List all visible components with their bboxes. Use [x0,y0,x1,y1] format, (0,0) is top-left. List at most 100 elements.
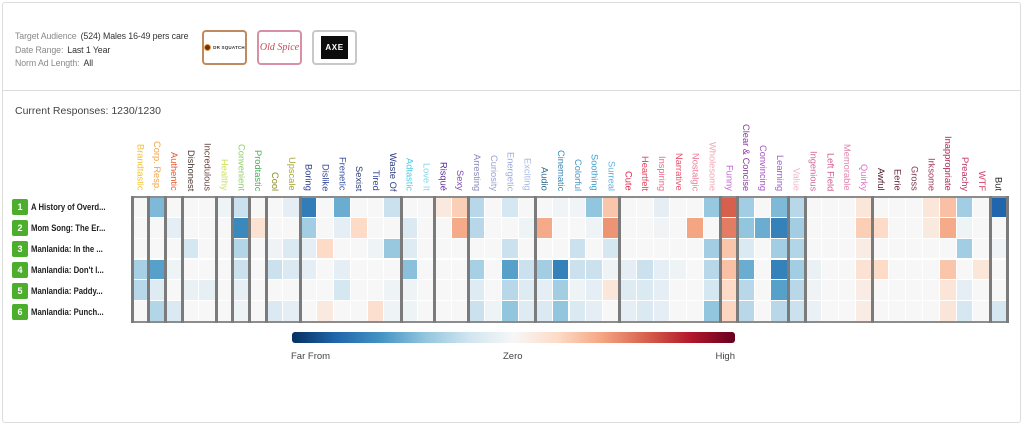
heatmap-cell[interactable] [805,259,821,280]
heatmap-cell[interactable] [956,280,973,301]
heatmap-cell[interactable] [653,280,670,301]
heatmap-cell[interactable] [266,217,283,238]
heatmap-cell[interactable] [132,301,148,321]
heatmap-cell[interactable] [973,238,990,259]
heatmap-cell[interactable] [232,238,249,259]
heatmap-cell[interactable] [922,217,939,238]
heatmap-cell[interactable] [552,280,569,301]
heatmap-cell[interactable] [165,259,182,280]
heatmap-cell[interactable] [535,217,552,238]
heatmap-cell[interactable] [619,259,636,280]
heatmap-cell[interactable] [384,259,401,280]
heatmap-cell[interactable] [317,301,333,321]
heatmap-cell[interactable] [670,280,687,301]
heatmap-cell[interactable] [788,259,805,280]
heatmap-cell[interactable] [199,217,216,238]
heatmap-cell[interactable] [333,259,350,280]
heatmap-cell[interactable] [485,301,502,321]
heatmap-cell[interactable] [872,238,889,259]
heatmap-cell[interactable] [619,238,636,259]
heatmap-cell[interactable] [148,280,165,301]
heatmap-cell[interactable] [401,197,418,217]
heatmap-cell[interactable] [922,238,939,259]
heatmap-cell[interactable] [906,217,922,238]
heatmap-cell[interactable] [249,280,266,301]
heatmap-cell[interactable] [367,238,384,259]
heatmap-cell[interactable] [418,280,434,301]
heatmap-cell[interactable] [754,301,771,321]
heatmap-cell[interactable] [922,301,939,321]
heatmap-cell[interactable] [973,259,990,280]
brand-logo-old-spice[interactable]: Old Spice [257,30,302,65]
heatmap-cell[interactable] [737,301,754,321]
heatmap-cell[interactable] [249,197,266,217]
heatmap-cell[interactable] [182,197,199,217]
heatmap-cell[interactable] [805,280,821,301]
heatmap-cell[interactable] [249,301,266,321]
heatmap-cell[interactable] [737,217,754,238]
heatmap-cell[interactable] [232,259,249,280]
heatmap-cell[interactable] [704,217,720,238]
heatmap-cell[interactable] [451,280,468,301]
heatmap-cell[interactable] [333,217,350,238]
heatmap-cell[interactable] [737,197,754,217]
heatmap-cell[interactable] [603,197,619,217]
ad-row-label[interactable]: 5 Manlandia: Paddy... [12,282,130,299]
heatmap-cell[interactable] [401,259,418,280]
heatmap-cell[interactable] [249,238,266,259]
heatmap-cell[interactable] [636,238,653,259]
heatmap-cell[interactable] [485,259,502,280]
heatmap-cell[interactable] [216,280,232,301]
heatmap-cell[interactable] [535,280,552,301]
heatmap-cell[interactable] [653,197,670,217]
heatmap-cell[interactable] [199,259,216,280]
heatmap-cell[interactable] [418,259,434,280]
heatmap-cell[interactable] [569,259,586,280]
heatmap-cell[interactable] [653,259,670,280]
heatmap-cell[interactable] [367,301,384,321]
heatmap-cell[interactable] [232,301,249,321]
heatmap-cell[interactable] [771,197,788,217]
heatmap-cell[interactable] [350,259,367,280]
heatmap-cell[interactable] [603,280,619,301]
heatmap-cell[interactable] [855,301,872,321]
heatmap-cell[interactable] [720,301,737,321]
heatmap-cell[interactable] [468,197,485,217]
heatmap-cell[interactable] [199,238,216,259]
heatmap-cell[interactable] [384,197,401,217]
heatmap-cell[interactable] [771,301,788,321]
heatmap-cell[interactable] [199,197,216,217]
heatmap-cell[interactable] [720,280,737,301]
heatmap-cell[interactable] [653,301,670,321]
heatmap-cell[interactable] [317,280,333,301]
heatmap-cell[interactable] [586,280,603,301]
heatmap-cell[interactable] [889,217,906,238]
heatmap-cell[interactable] [300,301,317,321]
heatmap-cell[interactable] [619,301,636,321]
heatmap-cell[interactable] [552,301,569,321]
heatmap-cell[interactable] [754,217,771,238]
heatmap-cell[interactable] [855,280,872,301]
heatmap-cell[interactable] [401,301,418,321]
heatmap-cell[interactable] [922,280,939,301]
heatmap-cell[interactable] [619,217,636,238]
heatmap-cell[interactable] [872,280,889,301]
heatmap-cell[interactable] [519,238,535,259]
heatmap-cell[interactable] [502,259,518,280]
heatmap-cell[interactable] [317,259,333,280]
heatmap-cell[interactable] [653,217,670,238]
heatmap-cell[interactable] [636,197,653,217]
heatmap-cell[interactable] [317,217,333,238]
heatmap-cell[interactable] [182,301,199,321]
heatmap-cell[interactable] [939,197,956,217]
heatmap-cell[interactable] [670,259,687,280]
heatmap-cell[interactable] [939,238,956,259]
heatmap-cell[interactable] [990,259,1006,280]
heatmap-cell[interactable] [838,280,855,301]
heatmap-cell[interactable] [182,217,199,238]
heatmap-cell[interactable] [434,301,451,321]
heatmap-cell[interactable] [670,197,687,217]
heatmap-cell[interactable] [906,259,922,280]
heatmap-cell[interactable] [906,197,922,217]
heatmap-cell[interactable] [384,280,401,301]
